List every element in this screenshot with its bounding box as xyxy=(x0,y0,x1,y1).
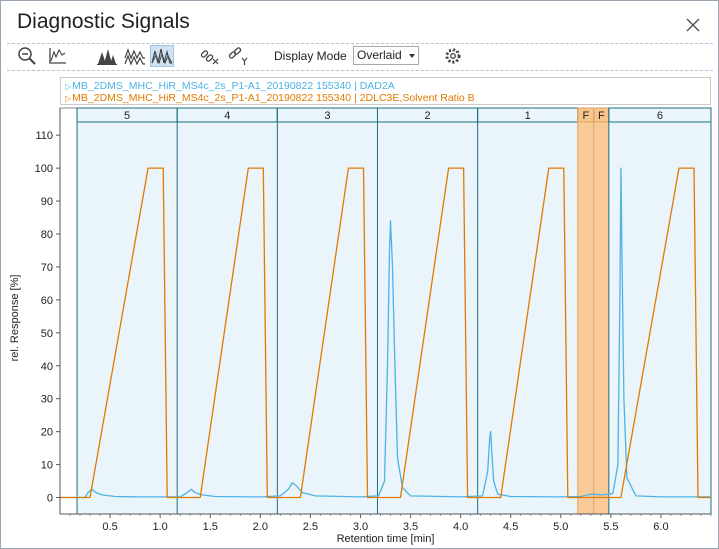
y-tick-label: 90 xyxy=(41,196,53,208)
chart-legend: ▷MB_2DMS_MHC_HiR_MS4c_2s_P1-A1_20190822 … xyxy=(60,77,711,105)
y-tick-label: 100 xyxy=(35,163,53,175)
segment-band xyxy=(577,122,594,514)
segment-band xyxy=(177,122,278,514)
x-axis-label: Retention time [min] xyxy=(337,533,435,545)
legend-entry-solvent[interactable]: ▷MB_2DMS_MHC_HiR_MS4c_2s_P1-A1_20190822 … xyxy=(65,92,475,104)
window-title: Diagnostic Signals xyxy=(17,10,190,33)
x-tick-label: 4.0 xyxy=(453,521,468,533)
segment-band xyxy=(477,122,578,514)
y-axis-label: rel. Response [%] xyxy=(9,275,21,362)
x-tick-label: 0.5 xyxy=(102,521,117,533)
stacked-peaks-icon[interactable] xyxy=(95,45,119,67)
x-tick-label: 2.0 xyxy=(253,521,268,533)
unlink-x-icon[interactable] xyxy=(197,45,221,67)
segment-label: 3 xyxy=(324,110,330,122)
chevron-down-icon xyxy=(409,54,415,58)
overlay-peaks-icon[interactable] xyxy=(150,45,174,67)
offset-peaks-icon[interactable] xyxy=(123,45,147,67)
close-icon[interactable] xyxy=(685,17,701,33)
y-tick-label: 60 xyxy=(41,295,53,307)
triangle-right-icon: ▷ xyxy=(65,94,72,103)
segment-label: 6 xyxy=(657,110,663,122)
x-tick-label: 3.5 xyxy=(403,521,418,533)
chart-toolbar: Display Mode Overlaid xyxy=(7,43,713,71)
y-tick-label: 50 xyxy=(41,328,53,340)
gear-icon[interactable] xyxy=(441,45,465,67)
segment-label: 4 xyxy=(224,110,230,122)
display-mode-select[interactable]: Overlaid xyxy=(353,46,419,65)
y-tick-label: 0 xyxy=(47,493,53,505)
segment-label: 1 xyxy=(525,110,531,122)
segment-band xyxy=(277,122,378,514)
segment-band xyxy=(77,122,178,514)
series-line[interactable] xyxy=(60,167,711,499)
triangle-right-icon: ▷ xyxy=(65,82,72,91)
legend-entry-dad[interactable]: ▷MB_2DMS_MHC_HiR_MS4c_2s_P1-A1_20190822 … xyxy=(65,80,395,92)
legend-entry-label: MB_2DMS_MHC_HiR_MS4c_2s_P1-A1_20190822 1… xyxy=(72,92,475,104)
x-tick-label: 1.5 xyxy=(203,521,218,533)
series-line[interactable] xyxy=(60,167,711,499)
y-tick-label: 30 xyxy=(41,394,53,406)
y-tick-label: 80 xyxy=(41,229,53,241)
y-tick-label: 70 xyxy=(41,262,53,274)
segment-band xyxy=(593,122,609,514)
y-tick-label: 20 xyxy=(41,427,53,439)
segment-label: 5 xyxy=(124,110,130,122)
x-tick-label: 5.0 xyxy=(553,521,568,533)
segment-label: F xyxy=(582,110,589,122)
y-tick-label: 10 xyxy=(41,460,53,472)
display-mode-value: Overlaid xyxy=(357,48,402,62)
x-tick-label: 3.0 xyxy=(353,521,368,533)
x-tick-label: 1.0 xyxy=(153,521,168,533)
x-tick-label: 2.5 xyxy=(303,521,318,533)
zoom-out-icon[interactable] xyxy=(15,45,39,67)
x-tick-label: 6.0 xyxy=(653,521,668,533)
y-tick-label: 110 xyxy=(35,130,53,142)
legend-entry-label: MB_2DMS_MHC_HiR_MS4c_2s_P1-A1_20190822 1… xyxy=(72,80,395,92)
display-mode-label: Display Mode xyxy=(274,49,347,63)
segment-band xyxy=(377,122,478,514)
x-tick-label: 4.5 xyxy=(503,521,518,533)
axis-scale-icon[interactable] xyxy=(45,45,69,67)
link-y-icon[interactable] xyxy=(226,45,250,67)
segment-label: F xyxy=(598,110,605,122)
title-bar: Diagnostic Signals xyxy=(1,1,718,43)
segment-label: 2 xyxy=(425,110,431,122)
y-tick-label: 40 xyxy=(41,361,53,373)
x-tick-label: 5.5 xyxy=(603,521,618,533)
